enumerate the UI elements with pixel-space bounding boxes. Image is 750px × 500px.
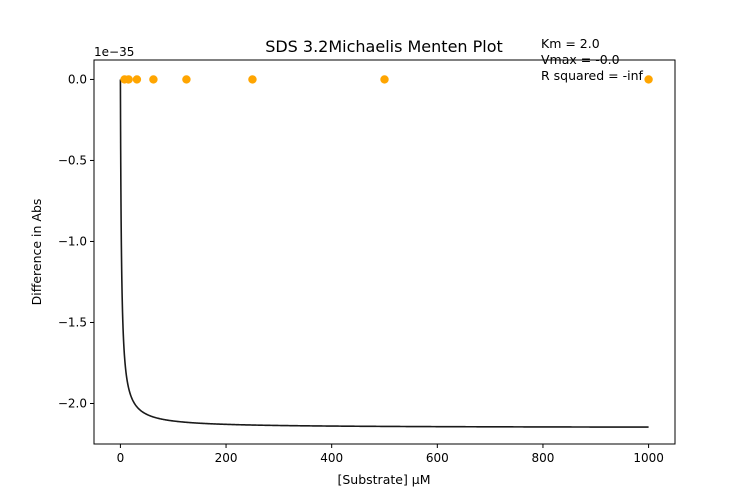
x-tick-label: 800 [532, 451, 555, 465]
y-tick-label: −1.5 [58, 315, 87, 329]
x-axis-ticks: 0 200 400 600 800 1000 [117, 444, 664, 465]
fit-curve-layer [119, 79, 649, 428]
y-axis-ticks: 0.0 −0.5 −1.0 −1.5 −2.0 [58, 72, 94, 410]
data-point [248, 75, 257, 84]
fit-curve-line [119, 79, 649, 428]
data-point [380, 75, 389, 84]
x-tick-label: 0 [117, 451, 125, 465]
chart-title: SDS 3.2Michaelis Menten Plot [265, 37, 503, 56]
y-tick-label: −0.5 [58, 153, 87, 167]
data-point [132, 75, 142, 84]
x-tick-label: 600 [426, 451, 449, 465]
plot-frame [93, 59, 676, 445]
y-axis-label: Difference in Abs [29, 199, 44, 306]
annotation-r-squared: R squared = -inf [541, 68, 644, 83]
annotation-km: Km = 2.0 [541, 36, 600, 51]
annotation-vmax: Vmax = -0.0 [541, 52, 620, 67]
y-tick-label: −1.0 [58, 234, 87, 248]
y-tick-label: −2.0 [58, 396, 87, 410]
y-offset-label: 1e−35 [94, 45, 134, 59]
x-tick-label: 400 [320, 451, 343, 465]
data-point [644, 75, 653, 84]
data-points-layer [120, 75, 653, 84]
y-tick-label: 0.0 [68, 72, 87, 86]
x-axis-label: [Substrate] µM [337, 472, 430, 487]
x-tick-label: 1000 [633, 451, 664, 465]
plot-background [94, 60, 675, 444]
data-point [124, 75, 133, 84]
data-point [182, 75, 191, 84]
x-tick-label: 200 [215, 451, 238, 465]
data-point [149, 75, 158, 84]
